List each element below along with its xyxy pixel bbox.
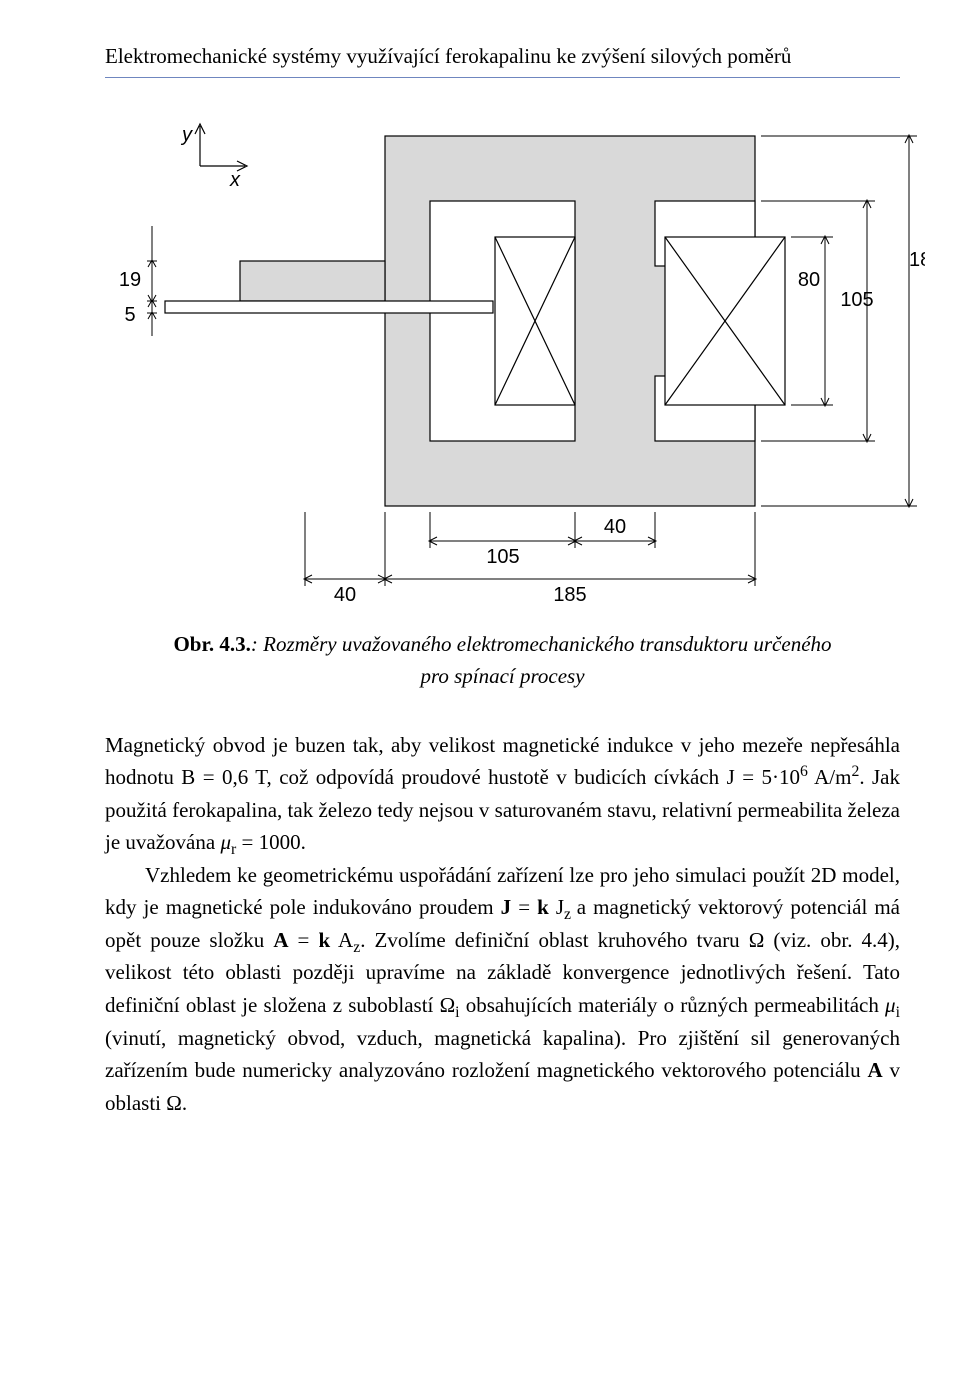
p2-eq1: = bbox=[511, 895, 537, 919]
transducer-drawing: y x 19 5 bbox=[105, 106, 925, 606]
paragraph-2: Vzhledem ke geometrickému uspořádání zař… bbox=[105, 859, 900, 1119]
p2-k1: k bbox=[537, 895, 549, 919]
caption-text-1: : Rozměry uvažovaného elektromechanickéh… bbox=[251, 632, 811, 656]
caption-label: Obr. 4.3. bbox=[173, 632, 250, 656]
p2-e: (vinutí, magnetický obvod, vzduch, magne… bbox=[105, 1026, 900, 1083]
dim-19: 19 bbox=[119, 269, 141, 291]
dim-105: 105 bbox=[840, 289, 873, 311]
caption-text-suffix: ho bbox=[811, 632, 832, 656]
p2-d: obsahujících materiály o různých permeab… bbox=[460, 993, 885, 1017]
p1-a: Magnetický obvod je buzen tak, aby velik… bbox=[105, 733, 900, 790]
axis-x-label: x bbox=[229, 169, 241, 191]
figure-caption: Obr. 4.3.: Rozměry uvažovaného elektrome… bbox=[105, 628, 900, 693]
p2-A2: A bbox=[868, 1058, 883, 1082]
axis-y-label: y bbox=[180, 124, 193, 146]
dim-5: 5 bbox=[124, 304, 135, 326]
dim-40-inner: 40 bbox=[604, 516, 626, 538]
p2-Az: A bbox=[330, 928, 353, 952]
figure-4-3: y x 19 5 bbox=[105, 106, 900, 606]
p2-mu: μ bbox=[885, 993, 896, 1017]
p2-k2: k bbox=[318, 928, 330, 952]
p1-d: = 1000. bbox=[236, 830, 306, 854]
p2-J: J bbox=[501, 895, 512, 919]
dim-105-inner: 105 bbox=[486, 546, 519, 568]
p2-A: A bbox=[273, 928, 288, 952]
p1-b: A/m bbox=[808, 765, 852, 789]
dim-185: 185 bbox=[909, 249, 925, 271]
dim-40-outer: 40 bbox=[334, 584, 356, 606]
paragraph-1: Magnetický obvod je buzen tak, aby velik… bbox=[105, 729, 900, 859]
p2-eq2: = bbox=[288, 928, 318, 952]
dim-185-outer: 185 bbox=[553, 584, 586, 606]
p1-mu: μ bbox=[220, 830, 231, 854]
dim-80: 80 bbox=[798, 269, 820, 291]
caption-text-2: pro spínací procesy bbox=[420, 664, 584, 688]
header-rule bbox=[105, 77, 900, 78]
running-header: Elektromechanické systémy využívající fe… bbox=[105, 40, 900, 73]
p2-Jz: J bbox=[549, 895, 564, 919]
